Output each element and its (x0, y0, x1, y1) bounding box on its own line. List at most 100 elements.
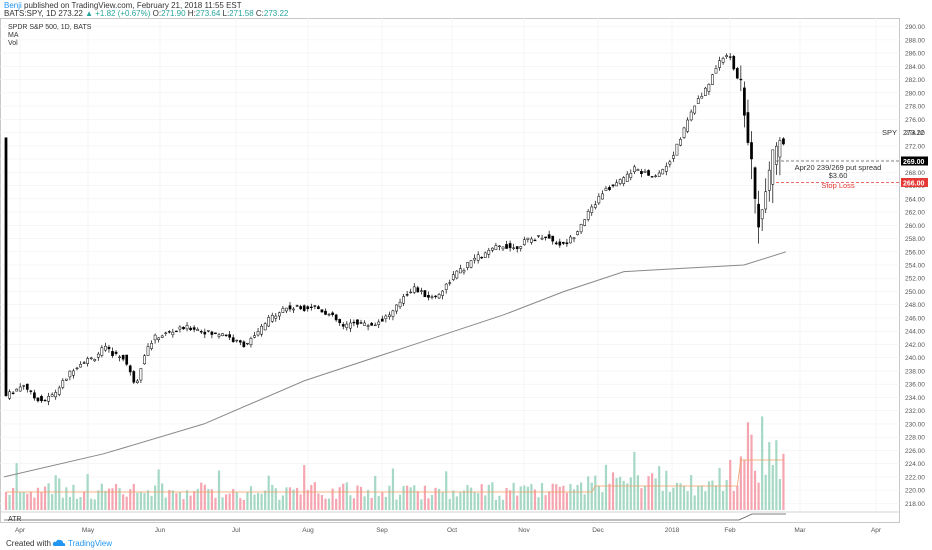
y-tick-label: 226.00 (905, 448, 925, 455)
volume-bar (707, 481, 710, 510)
candle-body (565, 242, 569, 245)
y-tick-label: 238.00 (905, 368, 925, 375)
volume-bar (455, 496, 458, 510)
candle (537, 235, 540, 238)
candle (540, 234, 544, 241)
badge-266: 266.00 (903, 181, 925, 188)
volume-bar (111, 488, 114, 510)
volume-bar (68, 496, 71, 510)
candle-body (661, 169, 665, 175)
candle (675, 143, 679, 156)
volume-bar (690, 475, 693, 510)
candle-body (601, 193, 604, 200)
candle-body (104, 345, 107, 351)
volume-bar (629, 477, 632, 510)
candle-body (139, 368, 143, 381)
candle (224, 334, 228, 337)
x-axis[interactable]: Apr May Jun Jul Aug Sep Oct Nov Dec 2018 Feb Mar Apr (15, 527, 882, 534)
volume-bar (512, 482, 515, 510)
volume-bar (292, 489, 295, 510)
candle-body (700, 96, 704, 99)
volume-bar (562, 485, 565, 510)
volume-bar (704, 491, 707, 510)
candle-body (650, 176, 654, 178)
candle-body (455, 270, 459, 279)
candle-body (494, 245, 498, 251)
y-tick-label: 236.00 (905, 382, 925, 389)
candle (192, 325, 196, 333)
volume-bar (388, 485, 391, 510)
candle-body (739, 78, 743, 81)
candle-body (235, 339, 239, 342)
candle (409, 288, 413, 294)
candle (263, 322, 267, 331)
candle-body (207, 330, 210, 332)
volume-bar (519, 486, 522, 510)
y-tick-label: 274.00 (905, 130, 925, 137)
x-tick-label: Apr (15, 527, 26, 534)
volume-bar (43, 486, 47, 510)
candle-body (757, 203, 760, 228)
candle-body (217, 334, 221, 337)
candle-body (679, 138, 682, 146)
price-change: ▲ +1.82 (+0.67%) (85, 9, 151, 18)
candle (75, 366, 79, 371)
y-tick-label: 284.00 (905, 64, 925, 71)
candle (267, 314, 271, 328)
y-axis[interactable]: 218.00 220.00 222.00 224.00 226.00 228.00 230.… (905, 24, 925, 508)
volume-bar (356, 485, 359, 510)
volume-bar (285, 487, 288, 510)
candle-body (444, 283, 448, 290)
x-tick-label: Aug (302, 527, 314, 534)
candle-body (285, 307, 288, 312)
candle (334, 313, 338, 322)
candle-body (274, 315, 278, 319)
candle-body (327, 313, 331, 316)
candle (327, 312, 331, 317)
volume-bar (22, 491, 25, 510)
candle-body (728, 56, 732, 58)
volume-bar (384, 496, 387, 510)
volume-bar (232, 488, 235, 510)
volume-bar (242, 499, 245, 510)
candle (558, 238, 562, 248)
x-tick-label: May (82, 527, 95, 534)
volume-bar (391, 468, 395, 510)
volume-bar (306, 489, 309, 510)
candle (93, 358, 97, 363)
volume-bar (228, 493, 231, 510)
x-tick-label: Apr (871, 527, 882, 534)
candle (253, 331, 256, 339)
volume-bar (367, 490, 370, 510)
y-tick-label: 260.00 (905, 223, 925, 230)
candle-body (75, 367, 79, 370)
y-tick-label: 258.00 (905, 236, 925, 243)
candle (739, 65, 743, 92)
candle-body (292, 308, 295, 311)
candle-body (689, 111, 693, 121)
volume-bar (725, 480, 728, 510)
candle-body (750, 142, 753, 160)
volume-bar (104, 491, 107, 510)
candle (444, 282, 448, 294)
y-tick-label: 256.00 (905, 249, 925, 256)
volume-bar (711, 480, 714, 510)
candle (672, 151, 675, 162)
candle-body (583, 219, 586, 226)
volume-bar (72, 484, 75, 510)
volume-bar (107, 488, 111, 510)
author-link[interactable]: Benji (4, 1, 22, 10)
tradingview-link[interactable]: TradingView (68, 539, 113, 548)
volume-bar (622, 480, 625, 510)
created-with: Created with (6, 539, 51, 548)
candle-body (260, 325, 263, 335)
candle-body (778, 140, 782, 158)
candle (771, 149, 775, 204)
volume-bar (33, 497, 36, 510)
candle (79, 361, 82, 368)
candle (611, 184, 615, 188)
price-chart[interactable]: Apr20 239/269 put spread $3.60 Stop Loss… (0, 18, 932, 537)
volume-bar (682, 485, 686, 510)
x-tick-label: Feb (724, 527, 736, 534)
candle (718, 56, 721, 71)
